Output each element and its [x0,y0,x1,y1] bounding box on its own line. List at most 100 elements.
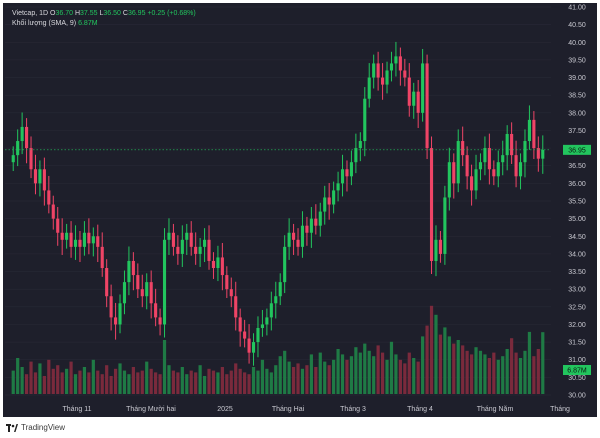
open-value: 36.70 [55,10,73,17]
candle-body [389,63,394,71]
volume-bar [510,338,514,394]
volume-bar [256,370,260,394]
candle-body [131,260,135,276]
volume-bar [11,370,15,394]
candle-body [51,204,55,219]
candlestick-chart[interactable]: 41.00 40.50 40.00 39.50 39.00 38.50 38.00 37.50… [3,3,597,417]
candle-body [385,70,389,85]
candle-body [274,296,278,304]
volume-bar [389,341,394,394]
volume-bar [251,367,256,394]
candle-body [354,148,358,163]
candle-body [309,218,313,233]
volume-bar [354,347,358,394]
candle-body [29,148,33,170]
candle-body [269,303,273,318]
candle-body [122,282,127,304]
volume-bar [349,356,354,394]
volume-bar [238,368,242,394]
symbol-label: Vietcap, 1D [12,10,49,17]
close-label: C [122,10,128,17]
high-label: H [74,10,81,17]
volume-bar [518,358,523,394]
volume-bar [398,359,402,394]
volume-bar [407,352,411,394]
candle-body [16,141,20,156]
candle-body [211,260,216,269]
candle-body [470,176,474,191]
candle-body [198,246,202,254]
candle-body [332,190,336,205]
change-value: +0.25 (+0.68%) [147,10,196,17]
volume-bar [51,368,55,394]
volume-bar [278,356,282,394]
candle-body [234,296,238,318]
volume-bar [429,305,434,394]
volume-bar [483,354,487,394]
volume-bar [185,374,189,394]
price-legend: Vietcap, 1D O36.70 H37.55 L36.50 C36.95 … [12,9,196,19]
candle-body [225,275,229,290]
brand-label[interactable]: TradingView [21,423,66,432]
y-tick-label: 35.50 [568,199,586,206]
volume-bar [447,336,451,394]
volume-legend-value: 6.87M [78,20,98,27]
y-tick-label: 33.50 [568,269,586,276]
volume-bar [131,367,135,394]
candle-body [518,162,523,177]
volume-bar [149,368,153,394]
last-volume-label: 6.87M [567,368,587,375]
y-tick-label: 35.00 [568,216,586,223]
footer: TradingView [6,423,65,432]
candle-body [73,239,78,247]
last-volume-tag [563,365,591,375]
volume-bar [33,372,38,394]
candle-body [82,232,86,247]
y-tick-label: 30.50 [568,375,586,382]
candle-body [461,141,465,156]
candle-body [381,77,385,85]
volume-bar [514,352,518,394]
volume-bar [38,363,42,394]
open-label: O [50,10,56,17]
volume-bar [189,370,193,394]
candle-body [118,303,122,325]
candle-body [443,197,447,254]
volume-bar [487,358,491,394]
volume-bar [91,359,95,394]
volume-bar [56,365,60,394]
candle-body [300,225,305,247]
volume-bar [73,374,78,394]
candle-body [318,211,322,226]
volume-bar [202,376,207,394]
candle-body [456,141,460,184]
candle-body [65,232,69,240]
candle-body [496,162,500,177]
candle-body [194,246,198,254]
candle-body [465,155,469,177]
candle-body [96,236,100,247]
volume-bar [438,334,443,394]
volume-bar [65,368,69,394]
volume-bar [109,376,113,394]
candle-body [56,218,60,233]
volume-bar [323,361,327,394]
candle-body [176,246,180,254]
candle-body [220,257,224,276]
candle-body [412,91,416,106]
candle-body [265,317,269,325]
chart-panel[interactable]: 41.00 40.50 40.00 39.50 39.00 38.50 38.00 37.50… [3,3,597,417]
x-tick-label: Tháng Hai [272,406,305,413]
candle-body [407,77,411,106]
tradingview-logo-icon [6,423,18,432]
candle-body [345,169,349,177]
volume-bar [421,336,425,394]
candle-body [38,169,42,184]
candle-body [305,225,309,233]
candle-body [189,232,193,247]
x-tick-label: Tháng [550,406,570,413]
candle-body [207,239,211,261]
candle-body [292,232,296,240]
candle-body [372,63,376,78]
volume-bar [358,352,362,394]
